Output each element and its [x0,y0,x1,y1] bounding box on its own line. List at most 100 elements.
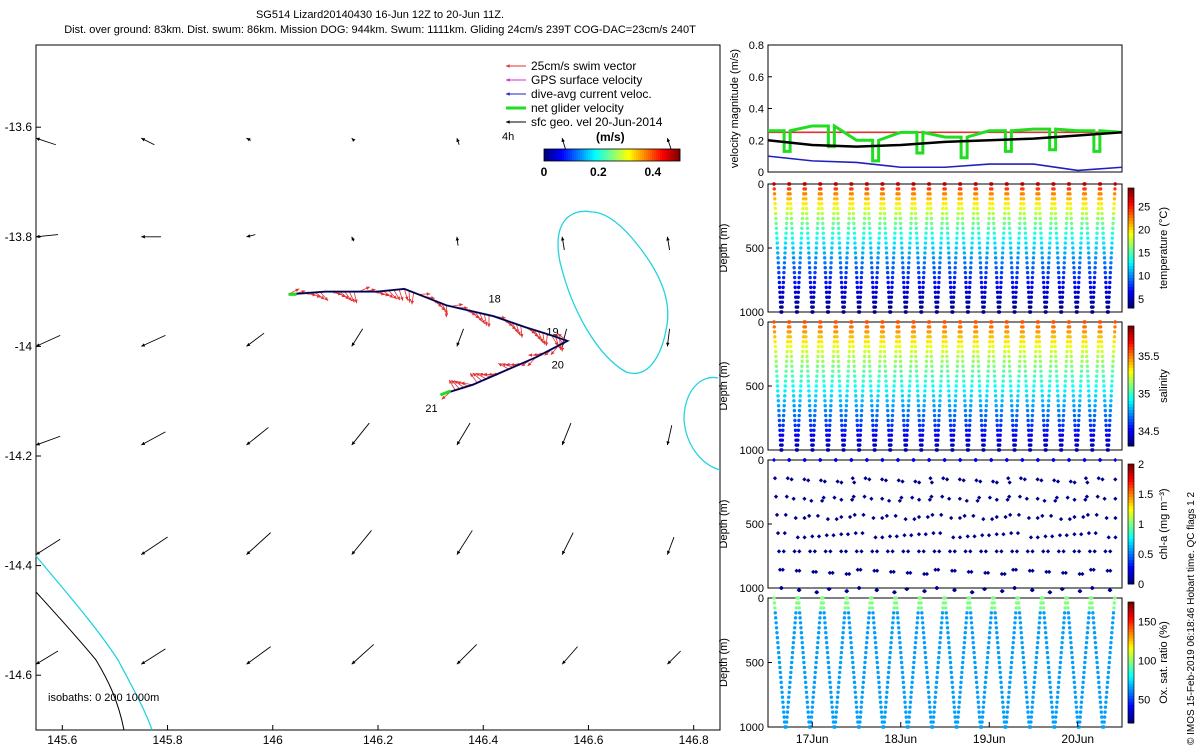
sfc-vectors [35,137,681,665]
velocity-ylabel: velocity magnitude (m/s) [729,49,741,168]
sfc-vector [246,234,256,238]
velocity-ytick-label: 0.4 [749,104,764,116]
velocity-series-sfc [767,131,1123,148]
sfc-vector [35,538,61,556]
profile-ytick-label: 1000 [740,307,764,319]
map-xtick-label: 146 [263,733,283,747]
map-ytick-label: -14 [15,339,33,353]
sfc-vector [35,137,56,146]
swim-vector [388,290,398,300]
profile-panel-sal: 0 500 1000 Depth (m) 34.5 35 35.5 salinity [718,317,1170,457]
sfc-vector [667,650,681,665]
legend-arrow [506,92,526,96]
profile-ylabel: Depth (m) [718,362,730,411]
velocity-ytick-label: 0.6 [749,72,764,84]
swim-vector [533,329,541,341]
colorbar-tick: 50 [1138,695,1150,707]
day-xtick-label: 20Jun [1061,732,1094,746]
title-line-2: Dist. over ground: 83km. Dist. swum: 86k… [64,24,696,36]
sfc-vector [141,334,166,347]
swim-vector [407,290,412,303]
map-xtick-label: 146.4 [468,733,498,747]
colorbar-tick: 10 [1138,271,1150,283]
sfc-vector [561,138,566,150]
map-xtick-label: 145.6 [47,733,77,747]
swim-vector [451,379,460,390]
day-label: 19 [546,326,558,338]
legend-hours: 4h [502,131,514,143]
sfc-vector [351,137,356,142]
colorbar-label: Ox. sat. ratio (%) [1158,621,1170,704]
swim-vector [560,339,565,352]
map-xtick-label: 146.2 [363,733,393,747]
sfc-vector [456,328,464,347]
swim-vector [339,291,350,300]
sfc-vector [351,236,355,242]
swim-vector [393,289,401,301]
swim-vector [501,363,514,368]
colorbar-tick: 150 [1138,617,1156,629]
swim-vector [457,381,469,387]
colorbar-tick: 0.5 [1138,549,1153,561]
profile-ytick-label: 500 [746,243,764,255]
sfc-vector [666,328,671,347]
day-xtick-label: 19Jun [973,732,1006,746]
swim-vector [353,291,358,304]
swim-vector [448,379,456,391]
sfc-vector [351,422,370,446]
sfc-vector [351,328,364,347]
sfc-vector [666,425,673,446]
profile-ytick-label: 500 [746,381,764,393]
profile-ytick-label: 1000 [740,583,764,595]
sfc-vector [35,650,59,665]
sfc-vector [666,536,675,555]
velocity-series-dac [767,155,1123,172]
map-xtick-label: 145.8 [153,733,183,747]
sfc-vector [246,137,252,142]
swim-vector [475,372,487,380]
coast-isobath [35,555,153,731]
isobath-label: isobaths: 0 200 1000m [48,692,159,704]
swim-vector [444,305,449,318]
legend-label: 25cm/s swim vector [531,59,636,73]
map-xtick-label: 146.8 [679,733,709,747]
colorbar-tick: 0.2 [590,165,607,179]
colorbar-tick: 25 [1138,201,1150,213]
velocity-series-net [768,123,1123,163]
sfc-vector [140,648,166,665]
map-ytick-label: -14.2 [5,449,33,463]
colorbar-tick: 1 [1138,519,1144,531]
sfc-vector [561,236,565,251]
legend-arrow [506,78,526,82]
sfc-vector [141,235,162,239]
profile-ytick-label: 1000 [740,722,764,734]
colorbar-tick: 0 [541,165,548,179]
day-xtick-label: 17Jun [796,732,829,746]
colorbar-frame [1127,601,1135,724]
swim-vector [551,335,559,346]
day-label: 20 [552,359,564,371]
profile-ytick-label: 0 [758,593,764,605]
colorbar-tick: 15 [1138,248,1150,260]
swim-vector [383,290,394,299]
swim-vector [544,334,549,347]
swim-vector [410,292,415,305]
sfc-vector [35,334,61,347]
profile-ylabel: Depth (m) [718,500,730,549]
sfc-vector [561,646,578,665]
map-ytick-label: -14.6 [5,668,33,682]
legend-label: net glider velocity [531,101,624,115]
swim-vector [479,312,485,325]
sfc-vector [561,422,572,446]
sfc-vector [351,644,374,665]
colorbar-tick: 35 [1138,389,1150,401]
legend-arrow [506,64,526,68]
sfc-vector [561,532,574,555]
swim-vector [314,292,325,300]
sfc-vector [456,422,471,446]
swim-vector [511,322,519,333]
net-end [439,389,451,397]
swim-vector [542,332,546,345]
glider-track [288,286,570,400]
